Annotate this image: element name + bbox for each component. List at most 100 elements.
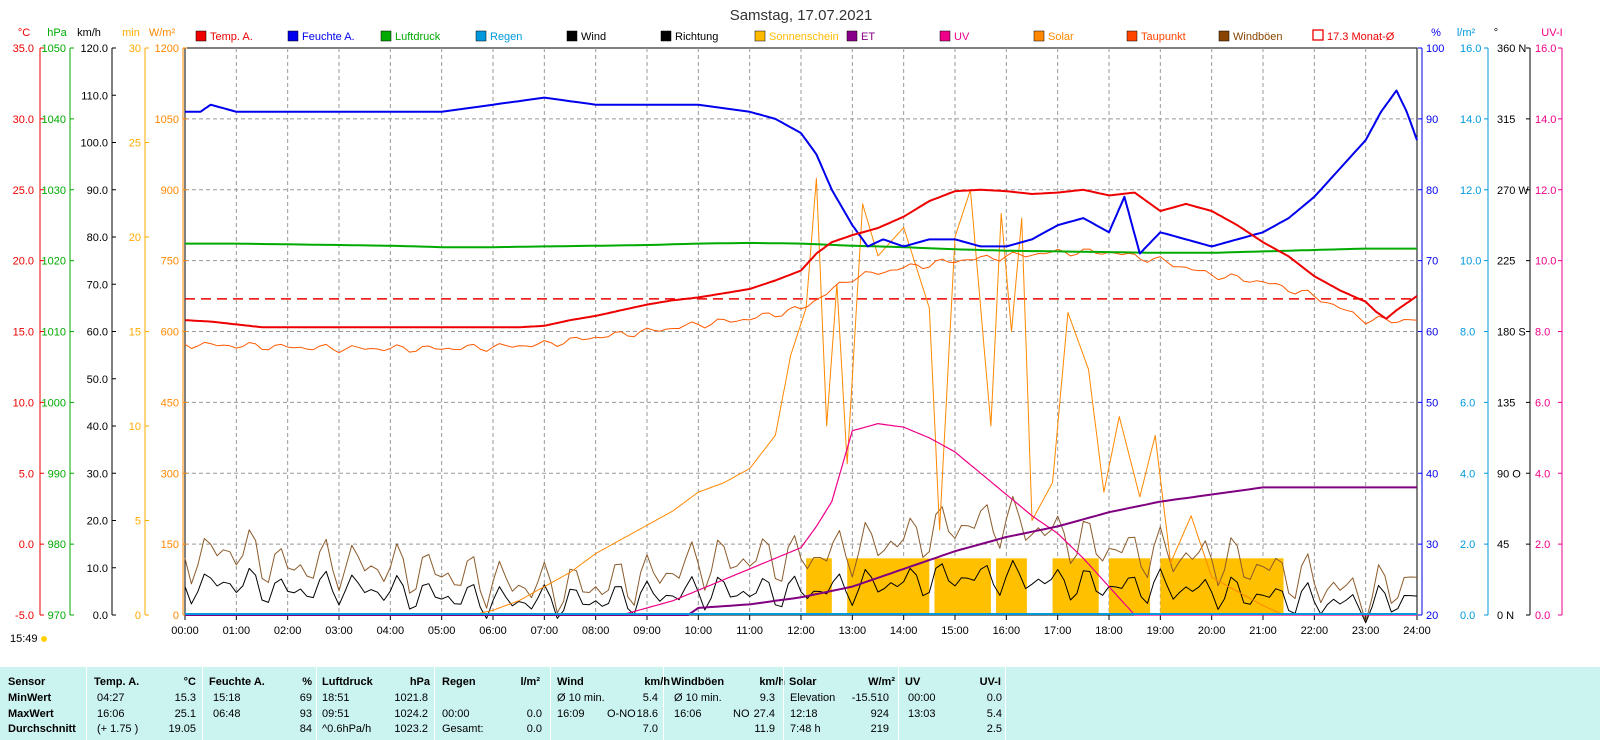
table-header: % [302, 676, 312, 688]
wind-tick-label: 80.0 [87, 232, 108, 244]
pressure-tick-label: 990 [48, 468, 66, 480]
table-row-label: MinWert [8, 692, 52, 704]
legend-swatch [566, 30, 578, 42]
table-header: km/h [644, 676, 670, 688]
temp-tick-label: 5.0 [19, 468, 34, 480]
x-tick-label: 09:00 [633, 625, 661, 637]
series-line-windb-en [184, 495, 1418, 623]
uv-time: 13:03 [908, 708, 936, 720]
pressure-tick-label: 1040 [42, 114, 66, 126]
solar-tick-label: 300 [161, 468, 179, 480]
wind-value: 18.6 [636, 708, 658, 720]
table-row-label: MaxWert [8, 708, 54, 720]
uvi-tick-label: 8.0 [1535, 327, 1550, 339]
pressure-value: 1021.8 [394, 692, 428, 704]
direction-tick-label: 225 [1497, 256, 1515, 268]
wind-tick-label: 40.0 [87, 421, 108, 433]
uvi-tick-label: 10.0 [1535, 256, 1556, 268]
x-tick-label: 08:00 [582, 625, 610, 637]
direction-tick-label: 135 [1497, 397, 1515, 409]
temp-value: 25.1 [174, 708, 196, 720]
wind-tick-label: 70.0 [87, 279, 108, 291]
wind-label: 16:09 [557, 708, 585, 720]
legend-label: Wind [581, 31, 606, 43]
wind-value: 7.0 [642, 723, 658, 735]
pressure-tick-label: 1030 [42, 185, 66, 197]
rain-tick-label: 10.0 [1460, 256, 1481, 268]
x-tick-label: 00:00 [171, 625, 199, 637]
legend-label: ET [861, 31, 875, 43]
temp-value: 15.3 [174, 692, 196, 704]
sunshine-block [996, 558, 1027, 615]
temp-tick-label: 10.0 [13, 397, 34, 409]
current-time-label: 15:49 [10, 633, 38, 645]
series-line-et [185, 486, 1417, 616]
axis-unit-label: UV-I [1541, 27, 1562, 39]
legend-swatch [846, 30, 858, 42]
wind-label: Ø 10 min. [557, 692, 605, 704]
wind-tick-label: 50.0 [87, 374, 108, 386]
table-header: Luftdruck [322, 676, 373, 688]
solar-tick-label: 900 [161, 185, 179, 197]
direction-tick-label: 360 N [1497, 43, 1526, 55]
legend-swatch [380, 30, 392, 42]
statistics-table [0, 667, 1600, 740]
axis-unit-label: min [122, 27, 140, 39]
legend-swatch [754, 30, 766, 42]
solar-tick-label: 150 [161, 539, 179, 551]
wind-tick-label: 110.0 [81, 90, 108, 102]
x-tick-label: 06:00 [479, 625, 507, 637]
temp-tick-label: 0.0 [19, 539, 34, 551]
temp-time: (+ 1.75 ) [97, 723, 139, 735]
rain-tick-label: 4.0 [1460, 468, 1475, 480]
uv-value: 2.5 [986, 723, 1002, 735]
temp-tick-label: 30.0 [13, 114, 34, 126]
x-tick-label: 05:00 [428, 625, 456, 637]
pressure-tick-label: 1050 [42, 43, 66, 55]
gust-label: Ø 10 min. [674, 692, 722, 704]
solar-value: -15.510 [851, 692, 889, 704]
uvi-tick-label: 0.0 [1535, 610, 1550, 622]
rain-tick-label: 12.0 [1460, 185, 1481, 197]
x-tick-label: 04:00 [377, 625, 405, 637]
table-header: UV-I [979, 676, 1001, 688]
x-tick-label: 03:00 [325, 625, 353, 637]
table-divider [550, 667, 551, 740]
humidity-tick-label: 90 [1426, 114, 1438, 126]
humidity-time: 15:18 [213, 692, 241, 704]
solar-tick-label: 600 [161, 327, 179, 339]
pressure-time: 18:51 [322, 692, 350, 704]
rain-tick-label: 14.0 [1460, 114, 1481, 126]
legend-swatch [1218, 30, 1230, 42]
x-tick-label: 17:00 [1044, 625, 1072, 637]
rain-tick-label: 16.0 [1460, 43, 1481, 55]
legend-label: Richtung [675, 31, 718, 43]
rain-tick-label: 2.0 [1460, 539, 1475, 551]
legend-label: Sonnenschein [769, 31, 839, 43]
uvi-tick-label: 2.0 [1535, 539, 1550, 551]
table-divider [202, 667, 203, 740]
legend-swatch [287, 30, 299, 42]
legend-label: Solar [1048, 31, 1074, 43]
legend-swatch [939, 30, 951, 42]
wind-tick-label: 20.0 [87, 516, 108, 528]
rain-time: 00:00 [442, 708, 470, 720]
solar-label: 12:18 [790, 708, 818, 720]
chart-title: Samstag, 17.07.2021 [730, 7, 873, 24]
table-header: km/h [759, 676, 785, 688]
direction-tick-label: 0 N [1497, 610, 1514, 622]
legend-swatch [195, 30, 207, 42]
wind-tick-label: 0.0 [93, 610, 108, 622]
sun-min-tick-label: 0 [135, 610, 141, 622]
table-header: Temp. A. [94, 676, 140, 688]
temp-tick-label: -5.0 [15, 610, 34, 622]
table-row-label: Durchschnitt [8, 723, 76, 735]
sun-min-tick-label: 10 [129, 421, 141, 433]
wind-direction: O-NO [607, 708, 636, 720]
pressure-tick-label: 1020 [42, 256, 66, 268]
table-header: Sensor [8, 676, 46, 688]
uv-value: 5.4 [986, 708, 1002, 720]
humidity-value: 93 [299, 708, 312, 720]
uvi-tick-label: 12.0 [1535, 185, 1556, 197]
